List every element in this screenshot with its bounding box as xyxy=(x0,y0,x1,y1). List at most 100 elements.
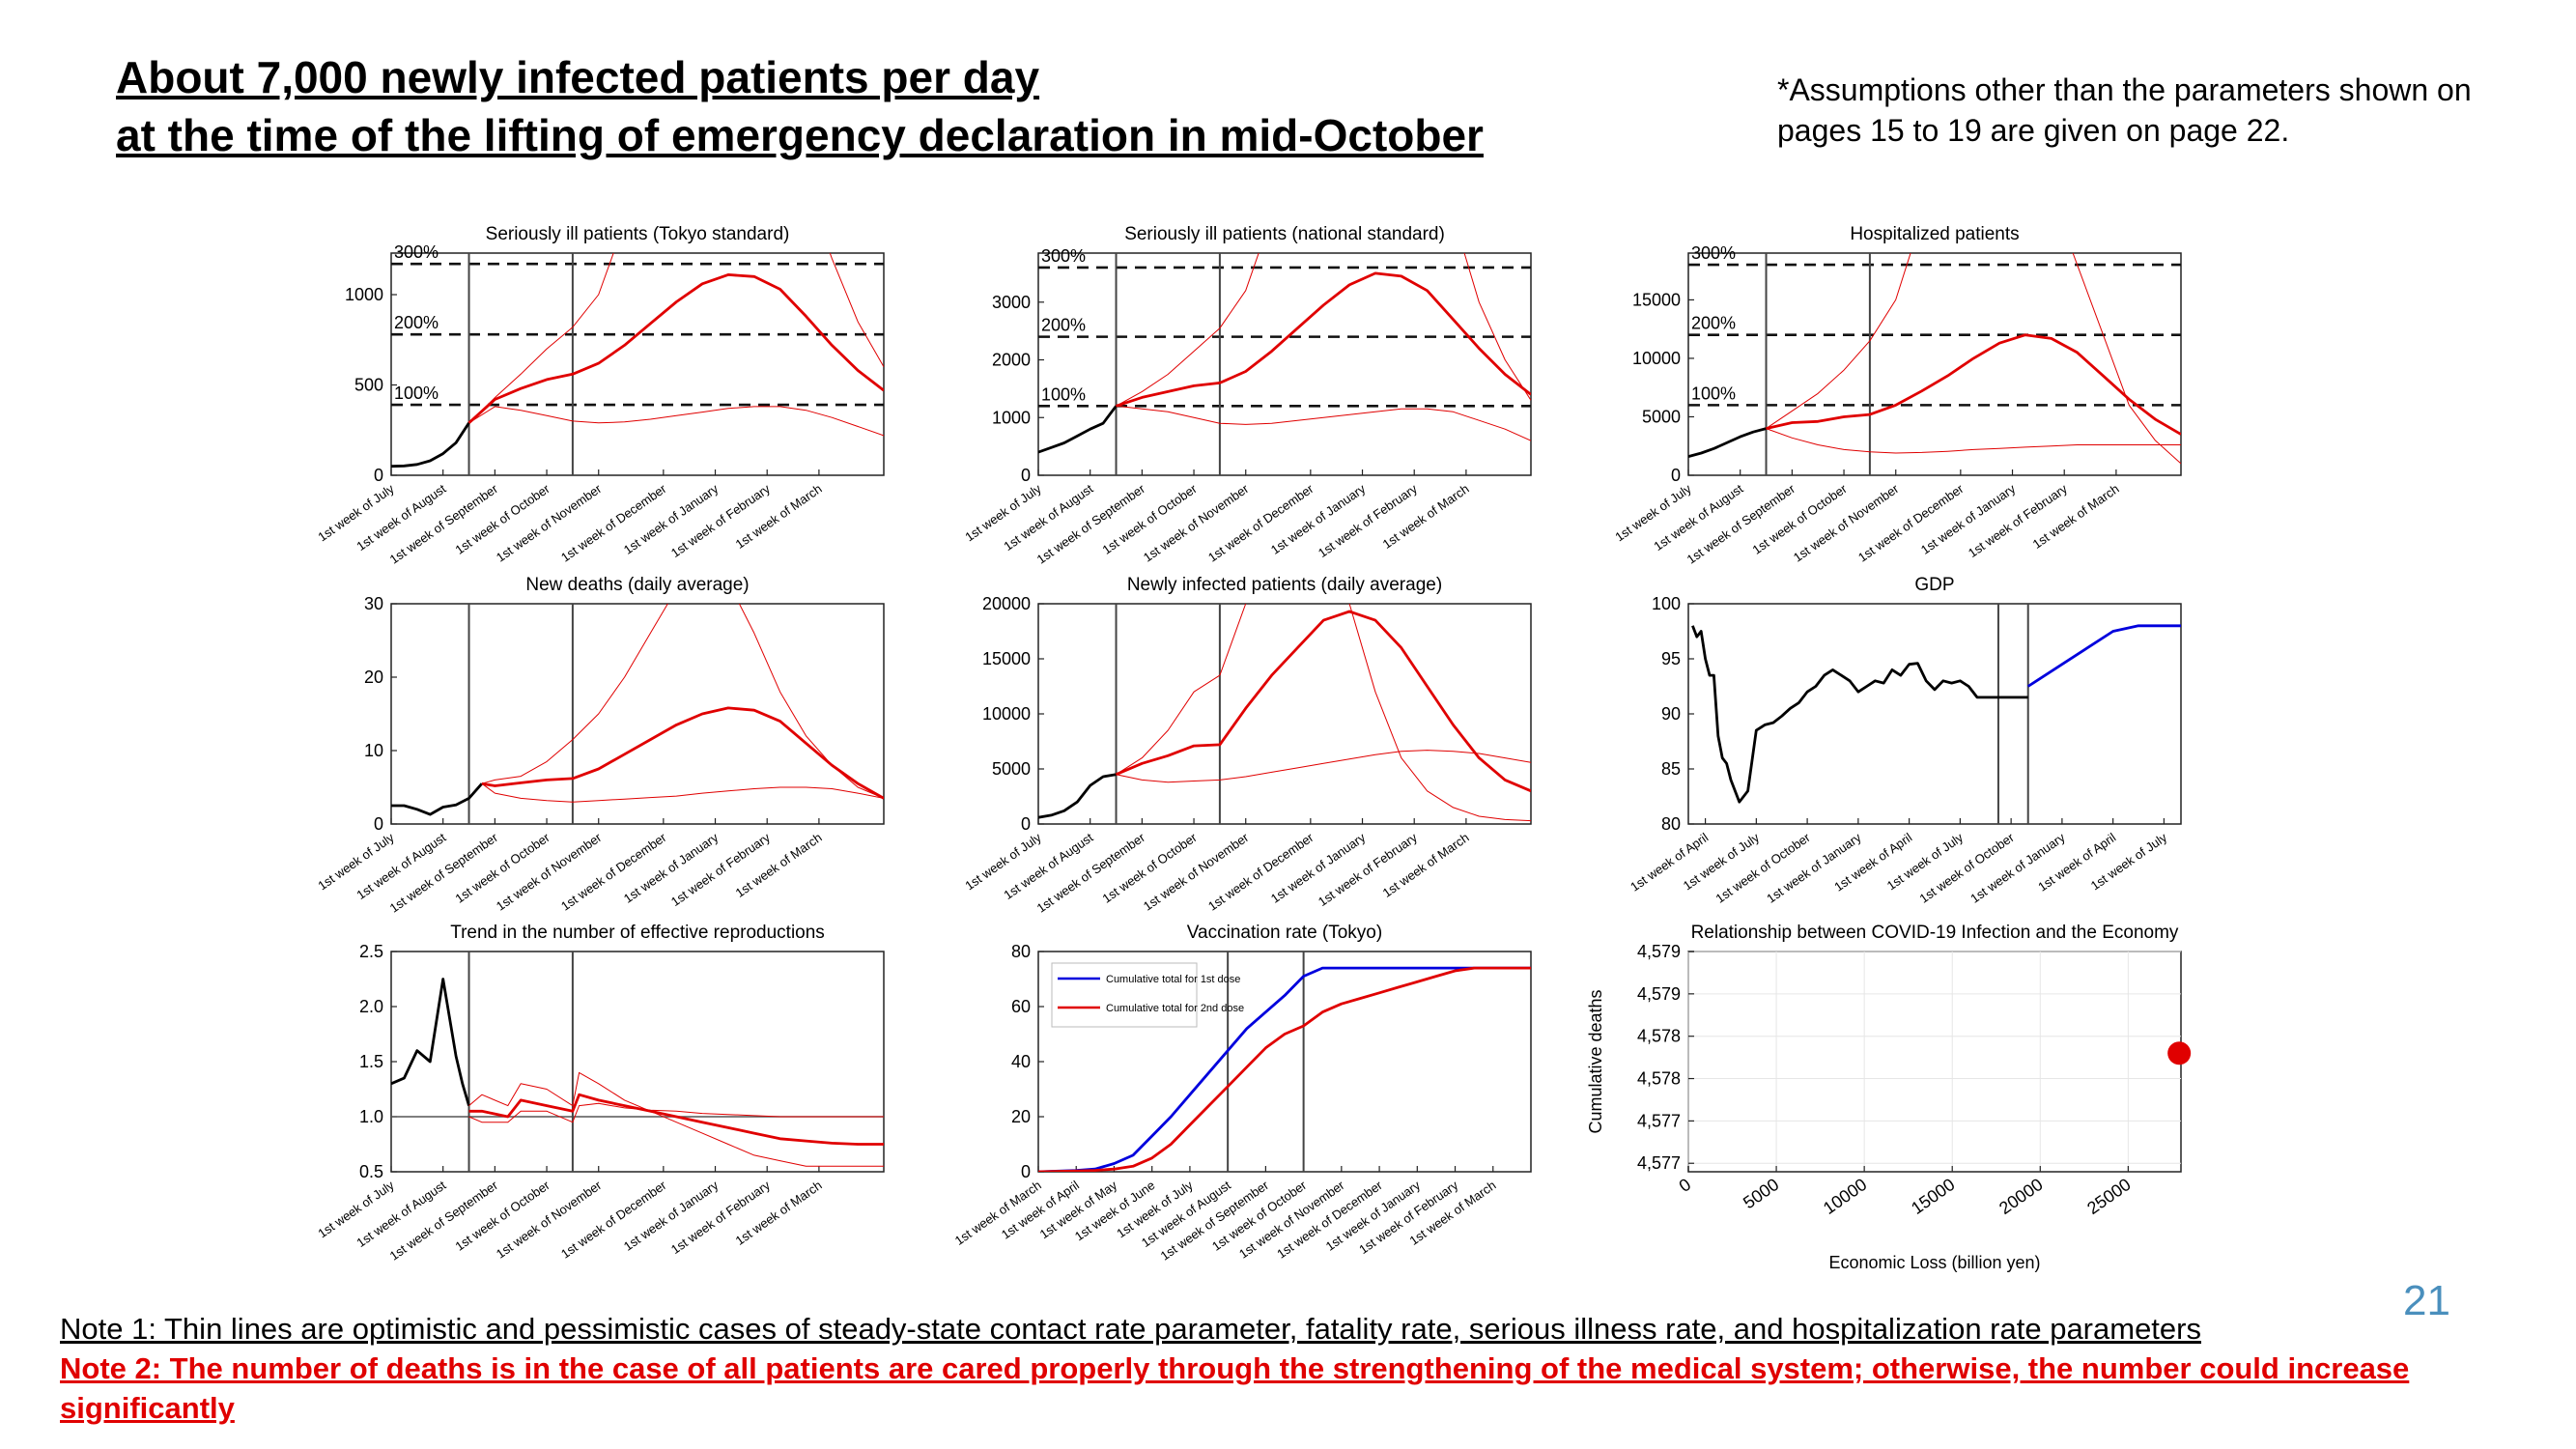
y-tick-label: 1000 xyxy=(992,408,1031,427)
plot-area xyxy=(1687,603,2182,825)
plot-area xyxy=(1687,252,2182,476)
x-tick-label: 1st week of March xyxy=(733,1178,825,1248)
y-tick-label: 0 xyxy=(1021,814,1031,834)
plot-area xyxy=(1037,252,1532,476)
x-tick-label: 1st week of January xyxy=(1967,830,2068,906)
y-tick-label: 2000 xyxy=(992,351,1031,370)
threshold-label: 300% xyxy=(1041,246,1086,266)
y-tick-label: 2.0 xyxy=(359,997,383,1016)
assumption-note: *Assumptions other than the parameters s… xyxy=(1777,72,2472,148)
y-tick-label: 4,579 xyxy=(1637,942,1681,961)
y-tick-label: 10000 xyxy=(1632,349,1681,368)
series-line-central xyxy=(1038,966,1531,1172)
x-tick-label: 20000 xyxy=(1996,1175,2046,1218)
series-line-central xyxy=(481,706,884,800)
y-tick-label: 80 xyxy=(1011,942,1031,961)
series-line-history xyxy=(391,422,470,469)
y-tick-label: 3000 xyxy=(992,293,1031,312)
chart-deaths: New deaths (daily average) 0 10 20 30 1st wee… xyxy=(315,575,885,916)
data-point xyxy=(2167,1041,2192,1065)
series-line-history xyxy=(391,978,470,1106)
chart-title: Trend in the number of effective reprodu… xyxy=(450,923,825,943)
x-tick-label: 1st week of March xyxy=(733,481,825,552)
series-line-thin xyxy=(1766,253,2181,465)
series-line-thin xyxy=(468,253,884,424)
y-axis-label: Cumulative deaths xyxy=(1586,989,1605,1133)
y-tick-label: 5000 xyxy=(992,759,1031,779)
plot-area xyxy=(390,252,885,476)
plot-content xyxy=(1038,604,1531,824)
series-line-blue xyxy=(1038,966,1531,1172)
series-line-thin xyxy=(1766,428,2181,454)
plot-content xyxy=(1038,952,1531,1172)
page-number: 21 xyxy=(2403,1277,2450,1324)
y-tick-label: 1.5 xyxy=(359,1052,383,1071)
series-line-thin xyxy=(1116,750,1531,783)
threshold-label: 100% xyxy=(394,384,439,403)
x-tick-label: 25000 xyxy=(2083,1175,2134,1218)
y-tick-label: 2.5 xyxy=(359,942,383,961)
x-tick-label: 1st week of February xyxy=(668,830,773,909)
plot-content xyxy=(391,253,884,475)
series-line-thin xyxy=(468,1102,884,1123)
note-1: Note 1: Thin lines are optimistic and pe… xyxy=(60,1312,2201,1346)
y-tick-label: 20000 xyxy=(982,594,1031,613)
chart-title: Relationship between COVID-19 Infection … xyxy=(1691,923,2179,943)
y-tick-label: 4,579 xyxy=(1637,984,1681,1004)
x-tick-label: 1st week of August xyxy=(354,1178,448,1250)
plot-area xyxy=(390,603,885,825)
legend-label: Cumulative total for 1st dose xyxy=(1106,974,1240,985)
threshold-label: 200% xyxy=(1691,314,1736,333)
series-line-history xyxy=(1038,773,1117,819)
x-tick-label: 5000 xyxy=(1740,1175,1782,1212)
x-tick-label: 1st week of March xyxy=(733,830,825,900)
y-tick-label: 0 xyxy=(374,466,383,485)
series-line-history xyxy=(1691,625,2028,804)
y-tick-label: 5000 xyxy=(1642,407,1681,426)
x-tick-label: 1st week of February xyxy=(1316,830,1420,909)
plot-content xyxy=(1038,253,1531,475)
chart-infected: Newly infected patients (daily average) 0… xyxy=(962,575,1532,916)
x-tick-label: 1st week of February xyxy=(668,481,773,560)
plot-content xyxy=(391,604,884,824)
y-tick-label: 20 xyxy=(364,668,383,687)
threshold-label: 100% xyxy=(1041,384,1086,404)
x-tick-label: 1st week of August xyxy=(1001,481,1095,554)
y-tick-label: 60 xyxy=(1011,997,1031,1016)
y-tick-label: 4,578 xyxy=(1637,1027,1681,1046)
chart-title: Hospitalized patients xyxy=(1850,224,2019,244)
series-line-thin xyxy=(468,1071,884,1167)
chart-relationship: Relationship between COVID-19 Infection … xyxy=(1586,923,2192,1272)
y-tick-label: 1.0 xyxy=(359,1107,383,1126)
legend: Cumulative total for 1st dose Cumulative … xyxy=(1051,962,1244,1028)
y-tick-label: 4,577 xyxy=(1637,1153,1681,1173)
threshold-label: 200% xyxy=(394,313,439,332)
chart-title: Seriously ill patients (Tokyo standard) xyxy=(486,224,790,244)
plot-content xyxy=(391,952,884,1172)
x-tick-label: 1st week of January xyxy=(1764,830,1864,906)
notes-block: Note 1: Thin lines are optimistic and pe… xyxy=(60,1309,2417,1428)
plot-area xyxy=(1687,951,2182,1173)
series-line-thin xyxy=(1116,253,1531,407)
plot-content xyxy=(1691,604,2181,824)
series-line-central xyxy=(1115,610,1531,793)
x-tick-label: 10000 xyxy=(1820,1175,1870,1218)
y-tick-label: 95 xyxy=(1661,649,1681,668)
y-tick-label: 100 xyxy=(1652,594,1681,613)
x-tick-label: 1st week of March xyxy=(1380,830,1472,900)
threshold-label: 100% xyxy=(1691,384,1736,403)
series-line-central xyxy=(1116,271,1531,408)
y-tick-label: 0 xyxy=(374,814,383,834)
chart-title: Vaccination rate (Tokyo) xyxy=(1187,923,1382,943)
y-tick-label: 90 xyxy=(1661,704,1681,724)
y-tick-label: 80 xyxy=(1661,814,1681,834)
threshold-label: 300% xyxy=(394,242,439,262)
x-tick-label: 1st week of February xyxy=(1316,481,1420,560)
x-tick-label: 1st week of February xyxy=(668,1178,773,1257)
y-tick-label: 20 xyxy=(1011,1107,1031,1126)
series-line-thin xyxy=(1116,604,1531,822)
plot-area xyxy=(1037,603,1532,825)
